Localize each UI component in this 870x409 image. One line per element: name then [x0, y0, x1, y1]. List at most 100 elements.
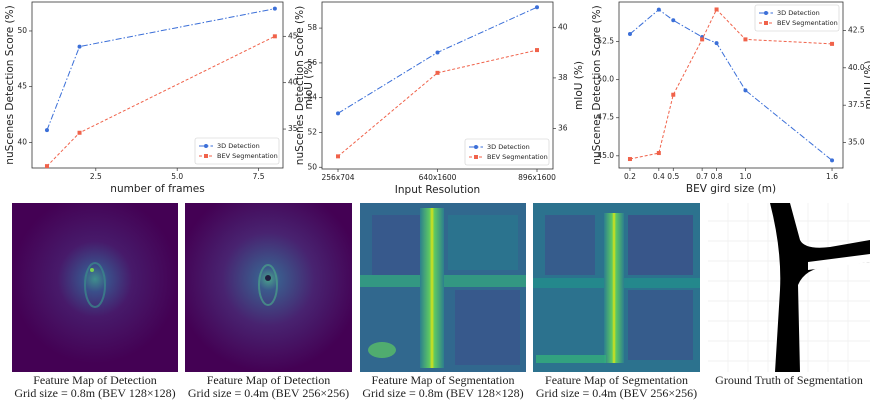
- point: [656, 7, 661, 12]
- point: [77, 44, 82, 49]
- y-axis-label: nuScenes Detection Score (%): [294, 6, 306, 165]
- point: [830, 158, 835, 163]
- caption: Feature Map of Segmentation: [372, 373, 515, 387]
- legend-marker: [764, 21, 768, 25]
- y2-tick-label: 37.5: [848, 100, 865, 109]
- x-axis-label: Input Resolution: [395, 184, 480, 196]
- series-line: [629, 8, 833, 161]
- point: [435, 70, 440, 75]
- point: [830, 41, 835, 46]
- point: [336, 154, 340, 159]
- y-axis-label: nuScenes Detection Score (%): [4, 5, 16, 164]
- legend-label: 3D Detection: [487, 143, 530, 151]
- y2-tick-label: 35: [288, 124, 298, 133]
- caption: Grid size = 0.4m (BEV 256×256): [536, 386, 697, 400]
- point: [743, 88, 748, 93]
- line-chart: 256x704 640x1600 896x1600 50 52 54 56 58 36 38 40 I…: [294, 1, 585, 196]
- y2-tick-label: 40: [558, 22, 568, 31]
- y2-tick-label: 40: [288, 78, 298, 87]
- x-tick-label: 0.2: [624, 172, 636, 181]
- point: [535, 48, 539, 53]
- legend-marker: [474, 145, 478, 149]
- image-segmentation-08: [360, 203, 526, 372]
- point: [44, 164, 49, 169]
- x-tick-label: 5.0: [171, 172, 183, 181]
- legend-label: 3D Detection: [217, 142, 260, 150]
- x-tick-label: 896x1600: [518, 173, 556, 182]
- plot-frame: [618, 1, 844, 169]
- point: [714, 41, 719, 46]
- x-axis-label: BEV gird size (m): [686, 183, 776, 195]
- point: [714, 7, 719, 12]
- y-tick-label: 47.5: [597, 113, 614, 122]
- caption: Feature Map of Detection: [33, 373, 157, 387]
- legend-marker: [204, 154, 208, 158]
- series-line: [46, 8, 275, 131]
- line-chart: 0.2 0.4 0.5 0.7 0.8 1.0 1.6 45.0 47.5 50.0 52.5 35.…: [591, 1, 870, 195]
- legend-marker: [474, 155, 478, 159]
- x-tick-label: 0.8: [711, 172, 723, 181]
- y-tick-label: 50: [307, 162, 317, 171]
- y2-axis-label: mIoU (%): [573, 61, 585, 110]
- y2-tick-label: 45: [288, 31, 298, 40]
- caption: Ground Truth of Segmentation: [715, 373, 863, 387]
- plot-frame: [31, 1, 284, 169]
- caption: Grid size = 0.4m (BEV 256×256): [188, 386, 349, 400]
- x-tick-label: 0.7: [696, 172, 708, 181]
- legend-label: BEV Segmentation: [777, 19, 838, 27]
- legend-box: [754, 4, 840, 32]
- y2-tick-label: 36: [558, 124, 568, 133]
- x-tick-label: 1.0: [739, 172, 751, 181]
- y-tick-label: 52.5: [597, 37, 614, 46]
- image-segmentation-04: [533, 203, 700, 372]
- point: [656, 151, 661, 156]
- x-tick-label: 0.5: [667, 172, 679, 181]
- y2-tick-label: 38: [558, 73, 568, 82]
- point: [272, 34, 277, 39]
- plot-frame: [321, 1, 554, 170]
- x-tick-label: 1.6: [826, 172, 838, 181]
- legend-marker: [204, 144, 208, 148]
- line-chart: 2.5 5.0 7.5 40 45 50 35 40 45 number of frames nuS…: [4, 1, 315, 195]
- point: [336, 111, 340, 116]
- image-detection-04: [185, 203, 352, 372]
- point: [671, 18, 676, 23]
- x-axis-label: number of frames: [110, 183, 204, 195]
- x-tick-label: 0.4: [653, 172, 665, 181]
- point: [77, 130, 82, 135]
- y-tick-label: 50.0: [597, 75, 614, 84]
- legend-label: BEV Segmentation: [487, 153, 548, 161]
- legend-box: [464, 138, 550, 166]
- y-tick-label: 45: [17, 82, 27, 91]
- y-tick-label: 56: [307, 58, 317, 67]
- y-axis-label: nuScenes Detection Score (%): [591, 5, 603, 164]
- legend-label: 3D Detection: [777, 9, 820, 17]
- point: [627, 31, 632, 36]
- y2-tick-label: 42.5: [848, 25, 865, 34]
- y-tick-label: 50: [17, 26, 27, 35]
- point: [700, 37, 705, 42]
- y2-tick-label: 35.0: [848, 138, 865, 147]
- legend-label: BEV Segmentation: [217, 152, 278, 160]
- point: [44, 128, 49, 133]
- image-detection-08: [12, 203, 178, 372]
- x-tick-label: 640x1600: [419, 173, 457, 182]
- point: [743, 37, 748, 42]
- y-tick-label: 45.0: [597, 151, 614, 160]
- y-tick-label: 58: [307, 23, 317, 32]
- caption: Grid size = 0.8m (BEV 128×128): [362, 386, 523, 400]
- caption: Feature Map of Segmentation: [545, 373, 688, 387]
- y2-tick-label: 40.0: [848, 63, 865, 72]
- caption: Feature Map of Detection: [207, 373, 331, 387]
- series-line: [629, 8, 833, 160]
- series-line: [337, 6, 538, 114]
- y-tick-label: 52: [307, 127, 317, 136]
- point: [272, 6, 277, 11]
- point: [671, 92, 676, 97]
- y-tick-label: 40: [17, 137, 27, 146]
- y2-axis-label: mIoU (%): [303, 61, 315, 110]
- y2-axis-label: mIoU (%): [863, 61, 870, 110]
- point: [535, 5, 539, 10]
- legend-marker: [764, 11, 768, 15]
